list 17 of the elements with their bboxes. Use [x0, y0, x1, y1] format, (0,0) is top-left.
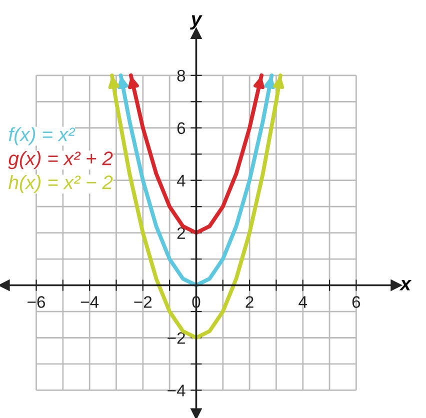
y-tick-label: −4 — [168, 384, 186, 396]
x-axis-title: x — [399, 280, 412, 290]
x-tick-label: 4 — [298, 296, 308, 308]
y-tick-label: 6 — [177, 122, 186, 134]
x-tick-label: −6 — [28, 296, 46, 308]
y-tick-label: 8 — [177, 70, 186, 82]
series-label: g(x) = x² + 2 — [8, 151, 113, 170]
x-tick-label: 6 — [352, 296, 360, 308]
x-tick-label: 2 — [246, 296, 254, 308]
series-label: h(x) = x² − 2 — [8, 175, 113, 194]
x-tick-label: −2 — [134, 296, 152, 308]
y-axis-title: y — [190, 15, 202, 30]
y-tick-label: 2 — [177, 227, 185, 239]
text: f(x) = x² — [8, 127, 76, 146]
y-tick-label: −2 — [168, 332, 185, 344]
y-tick-label: 4 — [176, 174, 186, 186]
x-tick-label: −4 — [80, 296, 99, 308]
